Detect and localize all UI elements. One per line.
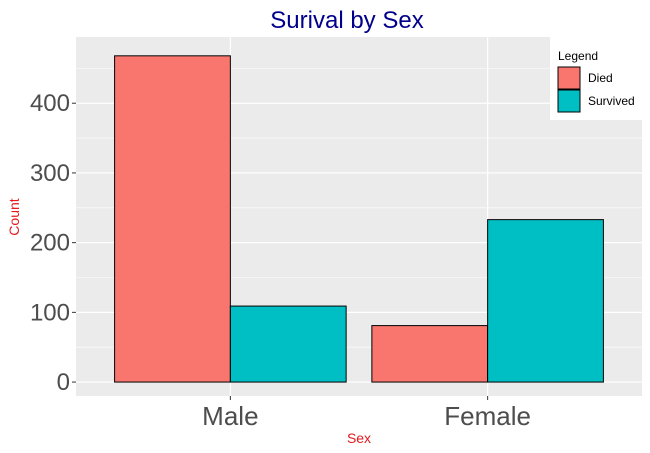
legend-title: Legend — [558, 49, 598, 63]
legend-label-survived: Survived — [588, 94, 635, 108]
y-tick-label: 200 — [30, 230, 70, 257]
y-tick-label: 100 — [30, 299, 70, 326]
y-tick-label: 400 — [30, 90, 70, 117]
bar-survived-female — [487, 219, 604, 383]
bar-died-male — [114, 55, 231, 383]
legend-key-died — [557, 66, 581, 90]
legend-label-died: Died — [588, 71, 613, 85]
y-axis-ticks: 0 100 200 300 400 — [30, 90, 76, 396]
x-tick-label: Female — [444, 401, 531, 431]
x-axis-ticks: Male Female — [202, 396, 531, 431]
bars — [114, 55, 604, 383]
legend-key-survived — [557, 89, 581, 113]
legend-items: Died Survived — [557, 66, 635, 113]
bar-died-female — [371, 325, 489, 383]
y-axis-title: Count — [6, 198, 22, 235]
chart-title: Surival by Sex — [270, 7, 423, 34]
y-tick-label: 0 — [57, 369, 70, 396]
x-axis-title: Sex — [347, 430, 371, 446]
bar-survived-male — [229, 305, 347, 383]
y-tick-label: 300 — [30, 160, 70, 187]
legend: Legend Died Survived — [550, 37, 642, 120]
x-tick-label: Male — [202, 401, 258, 431]
